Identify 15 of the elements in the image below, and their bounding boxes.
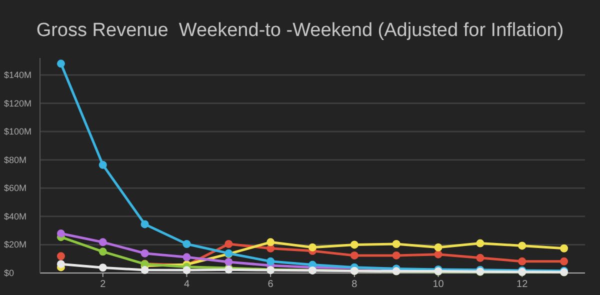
y-tick-label: $140M: [4, 70, 32, 80]
chart-title: Gross Revenue Weekend-to -Weekend (Adjusted for Inflation): [36, 20, 564, 41]
x-tick-label: 10: [432, 279, 444, 290]
y-tick-label: $20M: [4, 240, 27, 250]
y-tick-label: $100M: [4, 126, 32, 137]
x-tick-label: 12: [516, 279, 528, 290]
y-tick-label: $40M: [4, 211, 27, 222]
y-tick-label: $60M: [4, 183, 27, 194]
x-tick-label: 6: [268, 279, 274, 290]
y-tick-label: $0: [4, 268, 14, 278]
x-tick-label: 8: [352, 279, 358, 290]
y-tick-label: $80M: [4, 154, 27, 165]
x-tick-label: 4: [184, 279, 190, 290]
y-tick-label: $120M: [4, 98, 32, 108]
x-tick-label: 2: [100, 279, 106, 290]
